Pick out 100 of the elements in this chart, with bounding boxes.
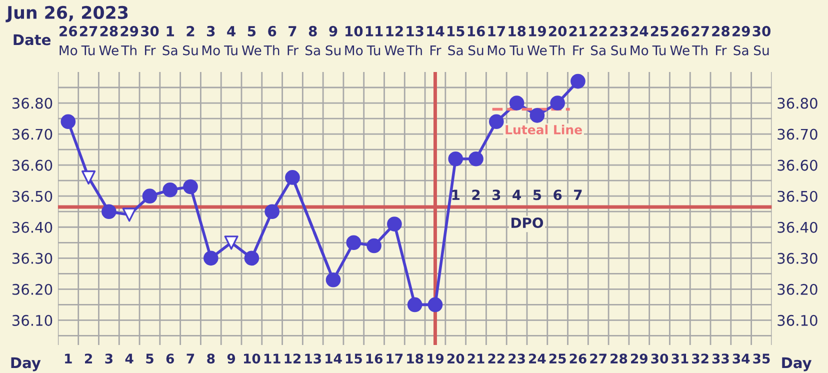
- y-tick-label: 36.20: [12, 284, 52, 295]
- text: 16 Su: [468, 26, 485, 56]
- text: 1 Sa: [162, 26, 178, 56]
- point: [264, 204, 280, 220]
- text: 10 Mo: [345, 26, 363, 56]
- x-tick-label: 23: [508, 354, 525, 364]
- text: Day: [11, 357, 41, 372]
- x-tick-label: 22: [488, 354, 504, 364]
- text: 26 Mo: [60, 26, 78, 56]
- y-tick-label: 36.30: [12, 252, 52, 264]
- text: 9 Su: [326, 26, 340, 56]
- point: [326, 272, 341, 288]
- y-tick-label: 36.50: [12, 190, 52, 202]
- text: 8 Sa: [306, 26, 320, 56]
- text: 11 Tu: [366, 26, 383, 56]
- annotation: 2: [472, 190, 480, 200]
- x-tick-label: 21: [468, 354, 484, 364]
- x-tick-label: 30: [651, 354, 668, 364]
- x-tick-label: 11: [264, 354, 280, 364]
- x-tick-label: 4: [125, 354, 134, 364]
- x2-axis-title: Date: [14, 34, 51, 46]
- y2-tick-label: 36.50: [778, 190, 818, 202]
- y2-tick-label: 36.40: [778, 222, 818, 233]
- text: 6 Th: [264, 26, 280, 56]
- x-tick-label: 33: [712, 354, 729, 364]
- point: [346, 235, 362, 250]
- text: 13 Th: [406, 26, 424, 56]
- x-tick-label: 14: [326, 354, 342, 364]
- y2-tick-label: 36.60: [778, 160, 818, 171]
- x-tick-label: 2: [85, 354, 92, 364]
- y2-tick-label: 36.70: [778, 128, 818, 140]
- y-tick-label: 36.80: [12, 98, 52, 109]
- x-tick-label: 25: [549, 354, 566, 364]
- annotation: DPO: [512, 218, 544, 228]
- text: 12 We: [384, 26, 404, 56]
- y2-tick-label: 36.10: [778, 314, 818, 326]
- y-tick-label: 36.60: [12, 160, 52, 171]
- x-tick-label: 29: [631, 354, 648, 364]
- text: 20 Th: [549, 26, 567, 56]
- x-tick-label: 26: [570, 354, 586, 364]
- point: [60, 114, 76, 130]
- annotation: 5: [533, 190, 542, 200]
- text: 29 Th: [120, 26, 138, 56]
- text: 26 We: [670, 26, 690, 56]
- x-tick-label: 10: [244, 354, 260, 364]
- point: [407, 297, 422, 312]
- point: [102, 204, 116, 220]
- x-tick-label: 15: [346, 354, 362, 364]
- x-tick-label: 31: [672, 354, 688, 364]
- x-tick-label: 8: [207, 354, 215, 364]
- text: 28 Fr: [712, 26, 730, 56]
- x-tick-label: 5: [146, 354, 154, 364]
- x-tick-label: 17: [386, 354, 403, 364]
- x-tick-label: 3: [105, 354, 112, 364]
- point: [387, 216, 402, 232]
- y2-tick-label: 36.30: [778, 252, 818, 264]
- series-label: Luteal Line: [506, 124, 582, 134]
- point: [509, 96, 524, 110]
- text: 3 Mo: [202, 26, 220, 56]
- x-tick-label: 18: [407, 354, 424, 364]
- point: [448, 151, 464, 166]
- point: [183, 179, 198, 194]
- text: 27 Th: [692, 26, 709, 56]
- point: [244, 250, 260, 266]
- y-tick-label: 36.70: [12, 128, 52, 140]
- x-tick-label: 13: [305, 354, 321, 364]
- y2-tick-label: 36.20: [778, 284, 818, 295]
- annotation: 6: [554, 190, 562, 200]
- x-tick-label: 27: [590, 354, 606, 364]
- point: [142, 188, 158, 204]
- text: 23 Su: [610, 26, 628, 56]
- text: 14 Fr: [427, 26, 444, 56]
- point: [488, 114, 504, 130]
- text: 19 We: [527, 26, 547, 56]
- text: 4 Tu: [224, 26, 238, 56]
- text: 21 Fr: [569, 26, 587, 56]
- text: 17 Mo: [488, 26, 506, 56]
- x-tick-label: 34: [732, 354, 750, 364]
- text: 2 Su: [183, 26, 198, 56]
- text: 30 Su: [752, 26, 770, 56]
- x-tick-label: 6: [166, 354, 174, 364]
- text: 28 We: [99, 26, 118, 56]
- x-tick-label: 7: [186, 354, 194, 364]
- text: 29 Sa: [732, 26, 750, 56]
- x-tick-label: 9: [227, 354, 236, 364]
- annotation: 7: [574, 190, 582, 200]
- chart-title: Jun 26, 2023: [6, 6, 128, 22]
- point: [428, 297, 443, 312]
- text: 22 Sa: [590, 26, 607, 56]
- text: 24 Mo: [630, 26, 648, 56]
- x-tick-label: 20: [447, 354, 464, 364]
- text: 25 Tu: [650, 26, 668, 56]
- point: [82, 170, 96, 185]
- x-tick-label: 19: [428, 354, 444, 364]
- y2-tick-label: 36.80: [778, 98, 818, 109]
- point: [468, 151, 484, 166]
- y-tick-label: 36.10: [12, 314, 52, 326]
- x-tick-label: 16: [366, 354, 383, 364]
- point: [203, 250, 218, 266]
- text: 27 Tu: [80, 26, 98, 56]
